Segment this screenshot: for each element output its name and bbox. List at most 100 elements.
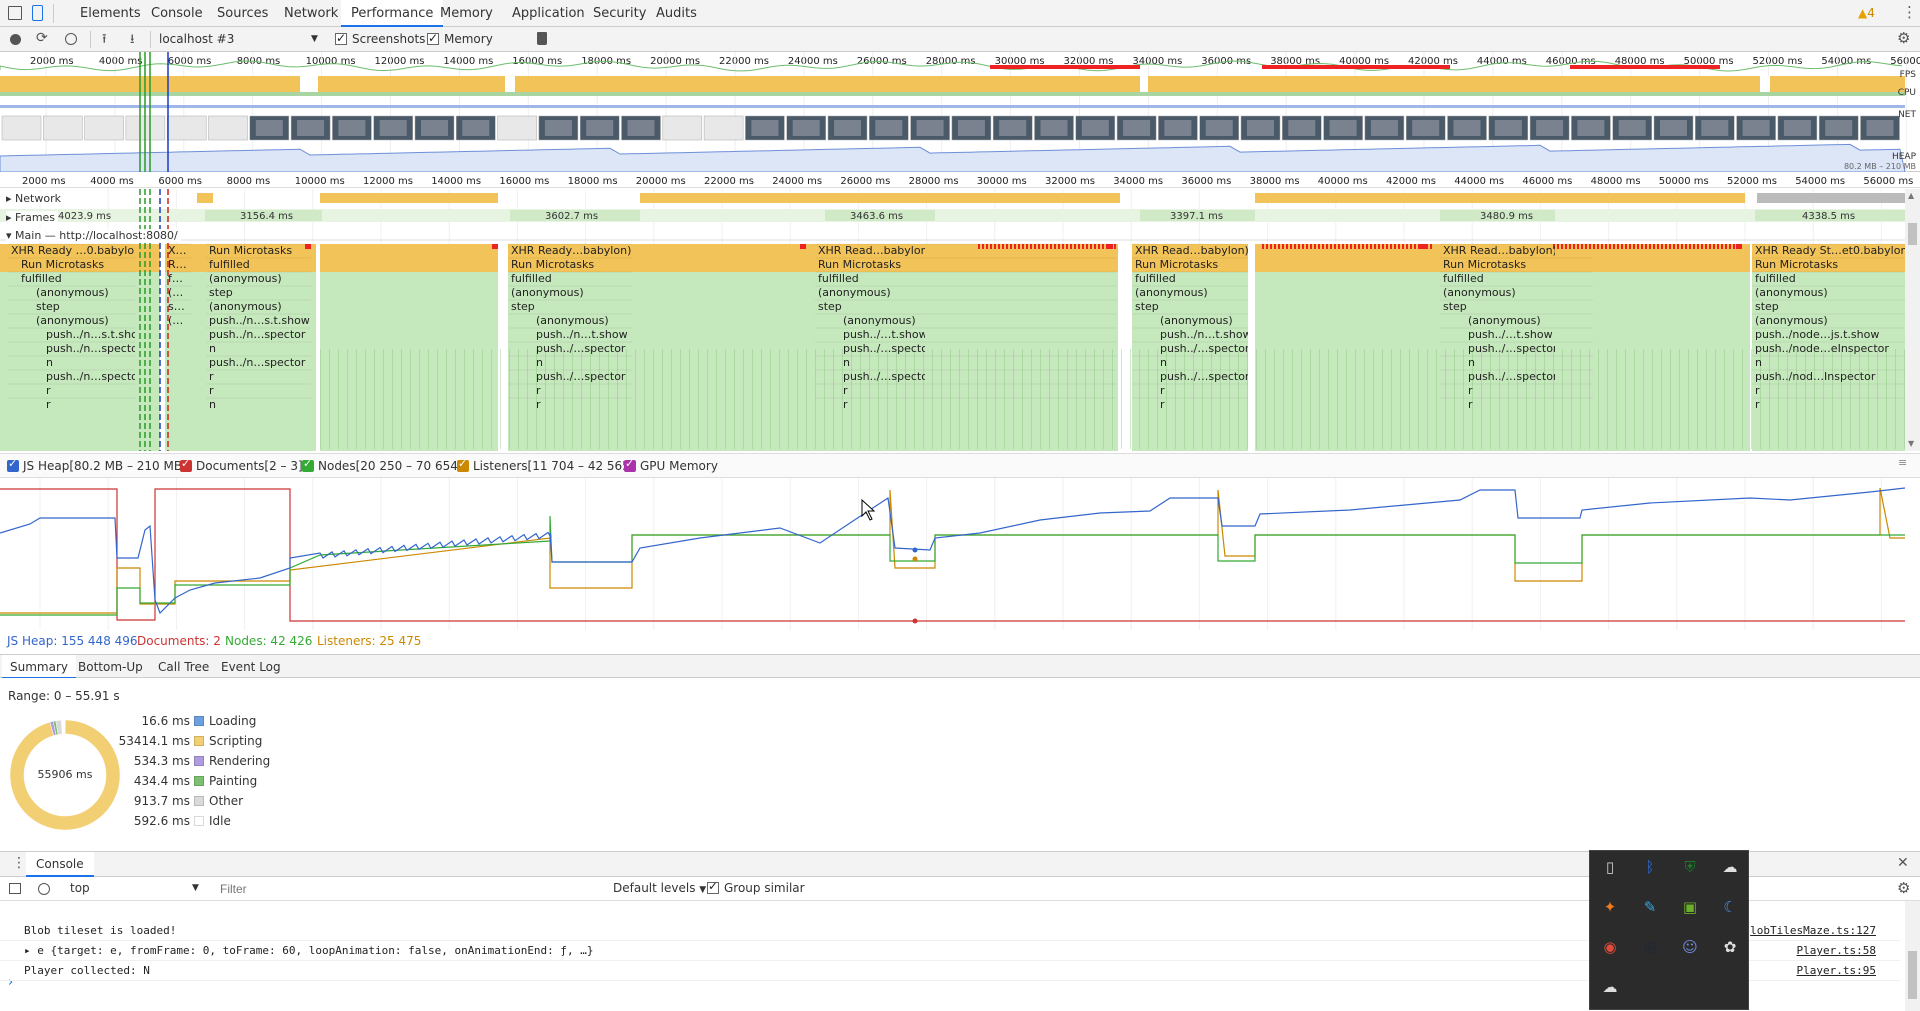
flame-entry[interactable]: r — [206, 370, 311, 384]
record-icon[interactable] — [10, 34, 21, 45]
flame-entry[interactable]: n — [1157, 356, 1248, 370]
flame-entry[interactable]: (anonymous) — [1157, 314, 1248, 328]
flame-entry[interactable]: push../n…spector — [206, 356, 311, 370]
flame-entry[interactable]: push../…spector — [1465, 342, 1555, 356]
flame-entry[interactable]: (… — [165, 286, 191, 300]
save-profile-icon[interactable]: ⭳ — [130, 30, 135, 52]
flame-entry[interactable]: (anonymous) — [33, 314, 135, 328]
flame-entry[interactable]: n — [1752, 356, 1905, 370]
flame-entry[interactable]: XHR Read…babylon) — [815, 244, 925, 258]
flame-entry[interactable]: Run Microtasks — [1752, 258, 1905, 272]
flame-entry[interactable]: push../n…t.show — [533, 328, 632, 342]
flame-entry[interactable]: r — [840, 384, 925, 398]
flame-entry[interactable]: step — [1752, 300, 1905, 314]
memory-legend-item[interactable]: Documents[2 – 3] — [180, 459, 303, 473]
flame-entry[interactable]: (anonymous) — [533, 314, 632, 328]
tab-performance[interactable]: Performance — [341, 0, 443, 27]
flame-entry[interactable]: fulfilled — [1440, 272, 1555, 286]
console-message[interactable]: Blob tileset is loaded! — [24, 924, 176, 937]
flame-entry[interactable]: (anonymous) — [840, 314, 925, 328]
close-drawer-icon[interactable]: ✕ — [1897, 855, 1909, 871]
flame-entry[interactable]: X… — [165, 244, 191, 258]
tab-network[interactable]: Network — [274, 0, 348, 27]
flame-entry[interactable]: (anonymous) — [1752, 286, 1905, 300]
color-wheel-icon[interactable]: ✿ — [1719, 936, 1741, 958]
flame-entry[interactable]: push../…t.show — [840, 328, 925, 342]
settings-gear-icon[interactable]: ⚙ — [1897, 29, 1910, 47]
frame-duration[interactable]: 3463.6 ms — [850, 211, 903, 222]
flame-entry[interactable]: r — [43, 398, 135, 412]
console-scrollbar[interactable] — [1905, 901, 1920, 1011]
discord-icon[interactable]: ☺ — [1679, 936, 1701, 958]
steam-icon[interactable]: ◎ — [1639, 936, 1661, 958]
flame-entry[interactable]: r — [206, 384, 311, 398]
flame-entry[interactable]: fulfilled — [206, 258, 311, 272]
memory-counters-graph[interactable] — [0, 478, 1920, 630]
memory-legend-item[interactable]: GPU Memory — [624, 459, 718, 473]
flame-entry[interactable]: step — [508, 300, 632, 314]
flame-entry[interactable]: (anonymous) — [33, 286, 135, 300]
flame-entry[interactable]: XHR Ready…babylon) — [508, 244, 632, 258]
flame-entry[interactable]: step — [1440, 300, 1555, 314]
memory-legend-item[interactable]: Listeners[11 704 – 42 565] — [457, 459, 635, 473]
flame-entry[interactable]: push../…spector — [1157, 370, 1248, 384]
flame-entry[interactable]: step — [33, 300, 135, 314]
cloud-icon[interactable]: ☁ — [1719, 856, 1741, 878]
flame-entry[interactable]: R… — [165, 258, 191, 272]
pen-icon[interactable]: ✎ — [1639, 896, 1661, 918]
flame-entry[interactable]: (anonymous) — [508, 286, 632, 300]
console-drawer-tab[interactable]: Console — [26, 852, 94, 877]
flame-entry[interactable]: fulfilled — [18, 272, 135, 286]
flame-entry[interactable]: push../node…js.t.show — [1752, 328, 1905, 342]
reload-icon[interactable]: ⟳ — [36, 30, 48, 46]
flame-entry[interactable]: fulfilled — [508, 272, 632, 286]
nvidia-icon[interactable]: ▣ — [1679, 896, 1701, 918]
load-profile-icon[interactable]: ⭱ — [102, 30, 107, 52]
flame-entry[interactable]: XHR Read…babylon) — [1132, 244, 1248, 258]
flame-entry[interactable]: push../…spector — [533, 342, 632, 356]
warning-badge[interactable]: ▲4 — [1858, 6, 1875, 20]
flame-entry[interactable]: n — [533, 356, 632, 370]
flame-entry[interactable]: n — [43, 356, 135, 370]
flame-entry[interactable]: r — [1157, 384, 1248, 398]
flame-entry[interactable]: (anonymous) — [1132, 286, 1248, 300]
flame-entry[interactable]: step — [1132, 300, 1248, 314]
network-track-header[interactable]: ▸ Network — [6, 192, 64, 205]
group-similar-checkbox[interactable]: Group similar — [707, 881, 805, 895]
usb-icon[interactable]: ▯ — [1599, 856, 1621, 878]
show-sidebar-icon[interactable] — [9, 883, 21, 894]
clear-console-icon[interactable] — [38, 883, 50, 895]
flame-entry[interactable]: step — [206, 286, 311, 300]
flame-entry[interactable]: n — [1465, 356, 1555, 370]
frame-duration[interactable]: 4338.5 ms — [1802, 211, 1855, 222]
flame-entry[interactable]: XHR Ready St…et0.babylon) — [1752, 244, 1905, 258]
frame-duration[interactable]: 3602.7 ms — [545, 211, 598, 222]
flame-entry[interactable]: Run Microtasks — [815, 258, 925, 272]
device-toolbar-icon[interactable] — [32, 5, 43, 21]
screenshots-checkbox[interactable]: Screenshots — [335, 31, 425, 48]
chrome-icon[interactable]: ◉ — [1599, 936, 1621, 958]
flame-entry[interactable]: push../…spector — [1157, 342, 1248, 356]
console-source-link[interactable]: Player.ts:95 — [1797, 964, 1876, 977]
flame-entry[interactable]: fulfilled — [815, 272, 925, 286]
flame-entry[interactable]: n — [206, 398, 311, 412]
flame-entry[interactable]: push../node…eInspector — [1752, 342, 1905, 356]
flame-entry[interactable]: r — [533, 384, 632, 398]
clear-icon[interactable] — [65, 33, 77, 45]
flame-entry[interactable]: push../n…spector — [206, 328, 311, 342]
tab-call-tree[interactable]: Call Tree — [150, 655, 217, 679]
flame-entry[interactable]: push../…spector — [840, 370, 925, 384]
tab-event-log[interactable]: Event Log — [213, 655, 289, 679]
flame-entry[interactable]: push../n…s.t.show — [206, 314, 311, 328]
avast-icon[interactable]: ✦ — [1599, 896, 1621, 918]
flame-entry[interactable]: Run Microtasks — [206, 244, 311, 258]
context-select[interactable]: top ▼ — [70, 881, 200, 898]
console-settings-gear-icon[interactable]: ⚙ — [1897, 879, 1910, 897]
console-message[interactable]: Player collected: N — [24, 964, 150, 977]
flame-entry[interactable]: n — [206, 342, 311, 356]
flame-entry[interactable]: r — [1752, 384, 1905, 398]
flame-entry[interactable]: r — [533, 398, 632, 412]
flame-scrollbar[interactable]: ▲ ▼ — [1905, 189, 1920, 451]
moon-icon[interactable]: ☾ — [1719, 896, 1741, 918]
